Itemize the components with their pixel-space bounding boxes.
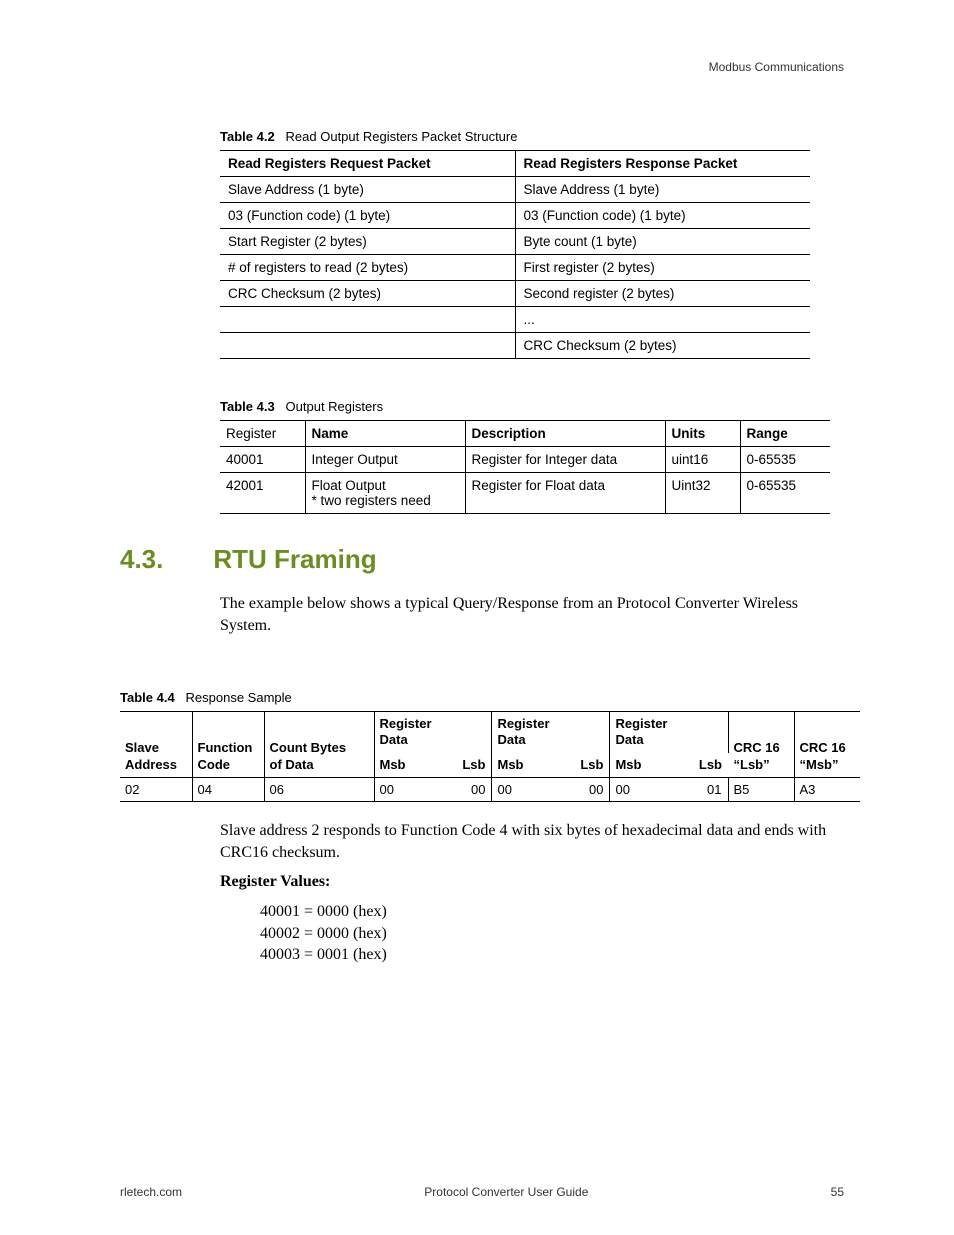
- table42-caption-label: Table 4.2: [220, 129, 275, 144]
- section-title: RTU Framing: [213, 544, 376, 574]
- table-row: Slave Address (1 byte)Slave Address (1 b…: [220, 177, 810, 203]
- table43-col-range: Range: [740, 421, 830, 447]
- register-value-line: 40001 = 0000 (hex): [260, 901, 844, 923]
- table44-col-count: Count Bytesof Data: [264, 712, 374, 778]
- after-table44-para: Slave address 2 responds to Function Cod…: [220, 820, 844, 863]
- section-intro: The example below shows a typical Query/…: [220, 593, 844, 636]
- table-row: 40001 Integer Output Register for Intege…: [220, 447, 830, 473]
- table-row: Start Register (2 bytes)Byte count (1 by…: [220, 229, 810, 255]
- table43-col-register: Register: [220, 421, 305, 447]
- table-row: 02 04 06 0000 0000 0001 B5 A3: [120, 777, 860, 801]
- table44-col-slave: SlaveAddress: [120, 712, 192, 778]
- table43-col-name: Name: [305, 421, 465, 447]
- table44-col-reg3: RegisterData: [610, 712, 728, 753]
- table44-caption: Table 4.4 Response Sample: [120, 690, 844, 705]
- table43-caption: Table 4.3 Output Registers: [220, 399, 844, 414]
- table44-caption-text: Response Sample: [186, 690, 292, 705]
- footer-center: Protocol Converter User Guide: [424, 1185, 588, 1199]
- table42-col0: Read Registers Request Packet: [220, 151, 515, 177]
- table43-caption-label: Table 4.3: [220, 399, 275, 414]
- register-values-label: Register Values:: [220, 873, 844, 891]
- table42-caption: Table 4.2 Read Output Registers Packet S…: [220, 129, 844, 144]
- table42: Read Registers Request Packet Read Regis…: [220, 150, 810, 359]
- table44-col-crclsb: CRC 16 “Lsb”: [728, 712, 794, 778]
- table-row: 03 (Function code) (1 byte)03 (Function …: [220, 203, 810, 229]
- page-footer: rletech.com Protocol Converter User Guid…: [120, 1185, 844, 1199]
- table44-col-reg2: RegisterData: [492, 712, 610, 753]
- register-value-line: 40002 = 0000 (hex): [260, 923, 844, 945]
- table-header-row: Register Name Description Units Range: [220, 421, 830, 447]
- table44-col-crcmsb: CRC 16 “Msb”: [794, 712, 860, 778]
- page-header-right: Modbus Communications: [120, 60, 844, 74]
- table44-col-func: FunctionCode: [192, 712, 264, 778]
- table43-col-units: Units: [665, 421, 740, 447]
- table-row: CRC Checksum (2 bytes)Second register (2…: [220, 281, 810, 307]
- table-row: # of registers to read (2 bytes)First re…: [220, 255, 810, 281]
- table43: Register Name Description Units Range 40…: [220, 420, 830, 514]
- table44-col-reg1: RegisterData: [374, 712, 492, 753]
- table-row: CRC Checksum (2 bytes): [220, 333, 810, 359]
- table-row: ...: [220, 307, 810, 333]
- footer-right: 55: [831, 1185, 844, 1199]
- section-number: 4.3.: [120, 544, 163, 574]
- table42-col1: Read Registers Response Packet: [515, 151, 810, 177]
- table44: SlaveAddress FunctionCode Count Bytesof …: [120, 711, 860, 802]
- table-row: 42001 Float Output * two registers need …: [220, 473, 830, 514]
- footer-left: rletech.com: [120, 1185, 182, 1199]
- register-values-list: 40001 = 0000 (hex) 40002 = 0000 (hex) 40…: [260, 901, 844, 966]
- register-value-line: 40003 = 0001 (hex): [260, 944, 844, 966]
- section-heading: 4.3. RTU Framing: [120, 544, 844, 575]
- table44-caption-label: Table 4.4: [120, 690, 175, 705]
- table-header-row: SlaveAddress FunctionCode Count Bytesof …: [120, 712, 860, 753]
- table43-caption-text: Output Registers: [286, 399, 384, 414]
- table43-col-description: Description: [465, 421, 665, 447]
- table-header-row: Read Registers Request Packet Read Regis…: [220, 151, 810, 177]
- table42-caption-text: Read Output Registers Packet Structure: [286, 129, 518, 144]
